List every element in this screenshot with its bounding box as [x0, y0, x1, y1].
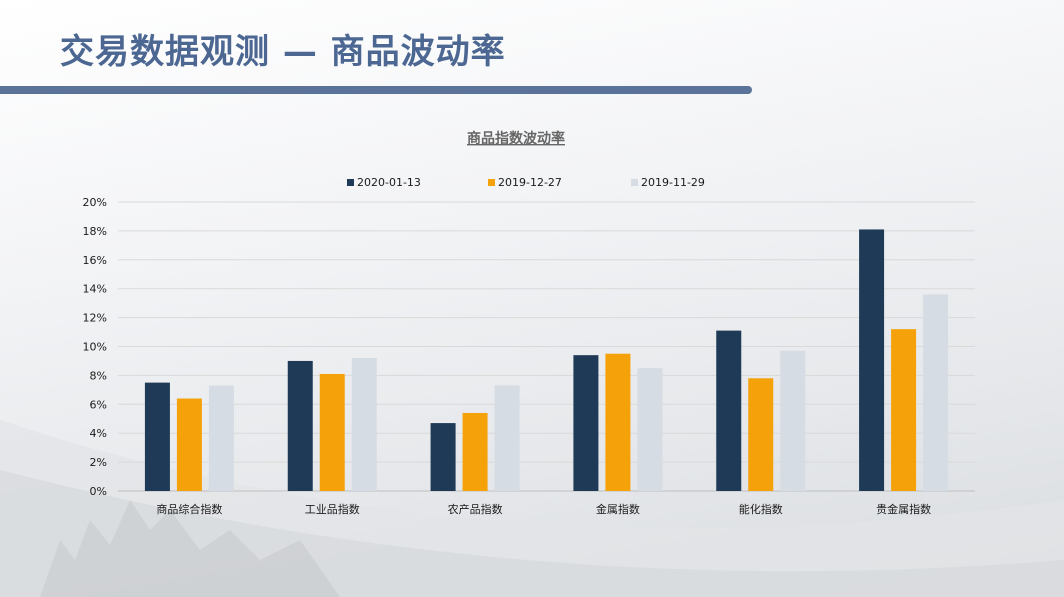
- x-category-label: 农产品指数: [448, 502, 503, 516]
- x-axis-categories: 商品综合指数 工业品指数 农产品指数 金属指数 能化指数 贵金属指数: [156, 502, 931, 516]
- y-tick-label: 16%: [83, 254, 107, 267]
- bar-2019-11-29-金属指数: [637, 368, 663, 491]
- y-tick-label: 2%: [90, 456, 107, 469]
- bar-2020-01-13-工业品指数: [287, 360, 313, 491]
- bar-2020-01-13-农产品指数: [430, 423, 456, 491]
- legend-label: 2020-01-13: [357, 176, 421, 189]
- bar-2020-01-13-能化指数: [716, 330, 742, 491]
- bar-2019-12-27-农产品指数: [462, 412, 488, 491]
- legend-swatch: [347, 179, 354, 186]
- y-tick-label: 6%: [90, 398, 107, 411]
- y-axis-ticks: 0% 2% 4% 6% 8% 10% 12% 14% 16% 18% 20%: [83, 196, 107, 498]
- bar-2020-01-13-商品综合指数: [144, 382, 170, 491]
- y-tick-label: 8%: [90, 369, 107, 382]
- y-tick-label: 20%: [83, 196, 107, 209]
- legend-swatch: [488, 179, 495, 186]
- legend: 2020-01-13 2019-12-27 2019-11-29: [347, 176, 705, 189]
- title-underline-bar: [0, 86, 752, 94]
- y-tick-label: 10%: [83, 341, 107, 354]
- y-tick-label: 12%: [83, 312, 107, 325]
- bar-2019-12-27-工业品指数: [319, 373, 345, 491]
- bar-2019-12-27-贵金属指数: [891, 329, 917, 491]
- bar-2019-11-29-能化指数: [780, 350, 806, 491]
- bar-2020-01-13-金属指数: [573, 355, 599, 491]
- chart-title: 商品指数波动率: [467, 130, 565, 147]
- bar-2020-01-13-贵金属指数: [859, 229, 885, 491]
- bar-2019-12-27-商品综合指数: [176, 398, 202, 491]
- legend-swatch: [631, 179, 638, 186]
- slide-title: 交易数据观测 — 商品波动率: [60, 32, 506, 72]
- x-category-label: 金属指数: [596, 502, 640, 516]
- bar-2019-12-27-能化指数: [748, 378, 774, 491]
- x-category-label: 能化指数: [739, 502, 783, 516]
- x-category-label: 商品综合指数: [156, 502, 222, 516]
- bars: [144, 229, 949, 491]
- y-tick-label: 14%: [83, 283, 107, 296]
- bar-2019-11-29-农产品指数: [494, 385, 520, 491]
- bar-2019-11-29-工业品指数: [351, 358, 377, 491]
- bar-2019-12-27-金属指数: [605, 353, 631, 491]
- y-tick-label: 4%: [90, 427, 107, 440]
- gridlines: [118, 201, 975, 492]
- bar-2019-11-29-商品综合指数: [208, 385, 234, 491]
- legend-label: 2019-11-29: [641, 176, 705, 189]
- x-category-label: 贵金属指数: [876, 502, 931, 516]
- y-tick-label: 18%: [83, 225, 107, 238]
- bar-2019-11-29-贵金属指数: [923, 294, 949, 491]
- legend-label: 2019-12-27: [498, 176, 562, 189]
- y-tick-label: 0%: [90, 485, 107, 498]
- x-category-label: 工业品指数: [305, 502, 360, 516]
